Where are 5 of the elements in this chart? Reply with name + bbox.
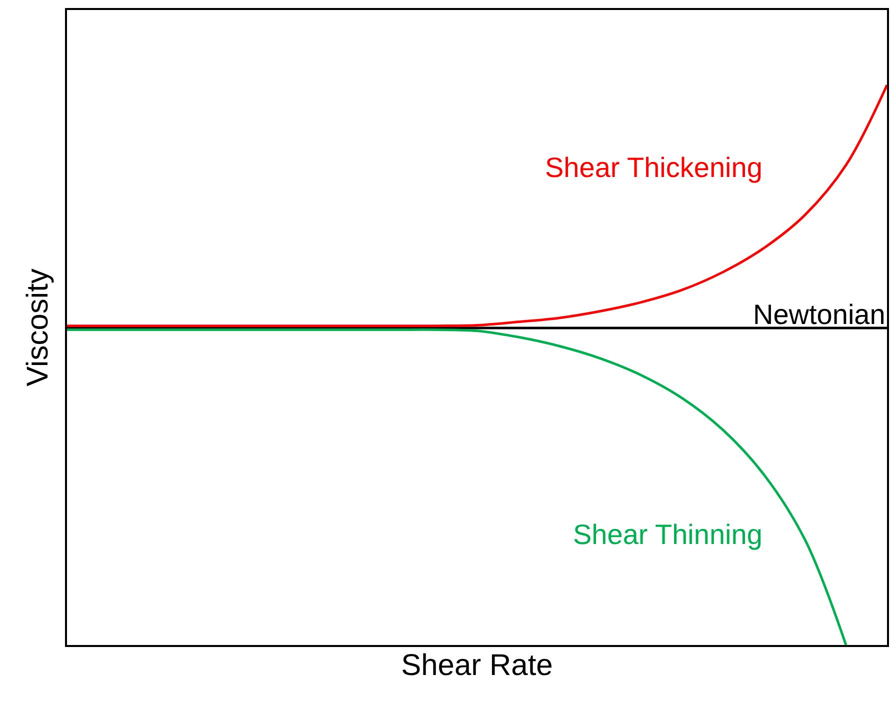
- x-axis-title: Shear Rate: [401, 649, 553, 682]
- series-label: Shear Thinning: [573, 519, 762, 550]
- y-axis-title: Viscosity: [22, 268, 54, 386]
- series-label: Shear Thickening: [545, 152, 762, 183]
- series-label: Newtonian: [753, 299, 886, 330]
